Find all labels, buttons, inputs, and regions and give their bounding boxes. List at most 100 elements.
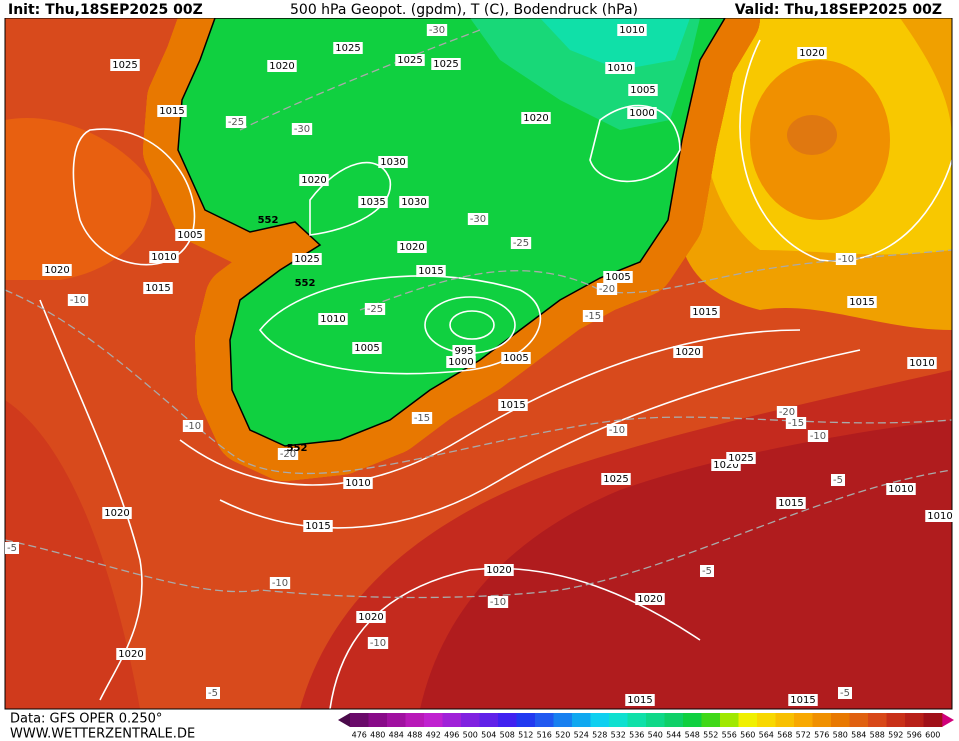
pressure-label-text: 995: [454, 346, 473, 357]
pressure-label-box: [847, 296, 877, 308]
temperature-label-text: -10: [185, 421, 201, 432]
pressure-label-text: 1015: [500, 400, 525, 411]
colorbar-swatch: [738, 713, 758, 727]
pressure-label-box: [42, 264, 72, 276]
cold-core: [540, 18, 690, 70]
pressure-label: 1015: [690, 306, 720, 318]
ridge-core: [787, 115, 837, 155]
temperature-label: -20: [596, 283, 618, 295]
temperature-label: -30: [291, 123, 313, 135]
pressure-label: 1020: [797, 47, 827, 59]
pressure-label-box: [292, 253, 322, 265]
pressure-label-box: [907, 357, 937, 369]
pressure-label: 1035: [358, 196, 388, 208]
pressure-label-text: 1030: [401, 197, 426, 208]
temperature-label-text: -20: [280, 449, 296, 460]
temperature-label-text: -5: [840, 688, 850, 699]
colorbar-label: 520: [555, 731, 570, 740]
colorbar-label: 532: [611, 731, 626, 740]
colorbar-swatch: [757, 713, 776, 727]
temperature-label: -5: [5, 542, 19, 554]
pressure-label: 1010: [617, 24, 647, 36]
pressure-label-text: 1020: [486, 565, 511, 576]
pressure-label: 1005: [628, 84, 658, 96]
colorbar-swatch: [923, 713, 943, 727]
pressure-label-box: [378, 156, 408, 168]
geopotential-label-text: 552: [287, 443, 308, 454]
pressure-label-text: 1025: [335, 43, 360, 54]
pressure-label-text: 1010: [888, 484, 913, 495]
colorbar-swatch: [794, 713, 813, 727]
temperature-label-text: -15: [585, 311, 601, 322]
pressure-label: 1030: [378, 156, 408, 168]
colorbar-label: 548: [685, 731, 700, 740]
pressure-label-text: 1020: [269, 61, 294, 72]
temperature-label: -5: [700, 565, 714, 577]
header-bar: [0, 0, 959, 18]
valid-time: Valid: Thu,18SEP2025 00Z: [735, 2, 942, 18]
temperature-label-text: -10: [810, 431, 826, 442]
colorbar-label: 600: [925, 731, 940, 740]
isobar: [739, 39, 952, 262]
pressure-label-text: 1005: [605, 272, 630, 283]
pressure-label-box: [617, 24, 647, 36]
colorbar-label: 508: [500, 731, 515, 740]
pressure-label-text: 1000: [629, 108, 654, 119]
colorbar-label: 512: [518, 731, 533, 740]
pressure-label-box: [143, 282, 173, 294]
temperature-label-text: -30: [470, 214, 486, 225]
temperature-label: -5: [838, 687, 852, 699]
colorbar-label: 500: [463, 731, 478, 740]
colorbar-swatch: [683, 713, 702, 727]
pressure-label-box: [627, 107, 657, 119]
temperature-label: -25: [364, 303, 386, 315]
cold-area: [5, 118, 152, 280]
colorbar-label: 484: [389, 731, 404, 740]
colorbar-label: 480: [370, 731, 385, 740]
pressure-label-box: [521, 112, 551, 124]
colorbar-swatch: [609, 713, 628, 727]
warm-area: [5, 400, 140, 709]
pressure-label-box: [352, 342, 382, 354]
pressure-label: 1010: [907, 357, 937, 369]
temperature-label-box: [838, 687, 852, 699]
colorbar-label: 568: [777, 731, 792, 740]
colorbar-swatch: [590, 713, 610, 727]
pressure-label-text: 1025: [397, 55, 422, 66]
temperature-label: -10: [606, 424, 628, 436]
pressure-label-text: 1020: [523, 113, 548, 124]
pressure-label: 1020: [42, 264, 72, 276]
pressure-label-box: [149, 251, 179, 263]
geopotential-label: 552: [295, 278, 316, 289]
pressure-label-text: 1020: [44, 265, 69, 276]
colorbar-swatch: [516, 713, 536, 727]
colorbar-label: 580: [833, 731, 848, 740]
pressure-label: 1015: [498, 399, 528, 411]
temperature-label-text: -10: [490, 597, 506, 608]
colorbar-swatch: [424, 713, 443, 727]
pressure-label-text: 1020: [399, 242, 424, 253]
temperature-label-text: -15: [414, 413, 430, 424]
pressure-label: 1015: [625, 694, 655, 706]
pressure-label-box: [797, 47, 827, 59]
map-title: 500 hPa Geopot. (gpdm), T (C), Bodendruc…: [290, 2, 638, 18]
pressure-label-box: [333, 42, 363, 54]
colorbar-label: 556: [722, 731, 737, 740]
pressure-label-text: 1015: [790, 695, 815, 706]
colorbar-label: 516: [537, 731, 552, 740]
pressure-label: 1025: [292, 253, 322, 265]
temperature-label-box: [487, 596, 509, 608]
colorbar-swatch: [479, 713, 499, 727]
pressure-label: 1015: [847, 296, 877, 308]
pressure-label-box: [299, 174, 329, 186]
pressure-label-text: 1025: [728, 453, 753, 464]
pressure-label-text: 1025: [294, 254, 319, 265]
pressure-label: 1005: [603, 271, 633, 283]
colorbar-swatch: [572, 713, 591, 727]
temperature-label-text: -5: [7, 543, 17, 554]
isobar: [179, 329, 801, 486]
pressure-label-text: 1025: [603, 474, 628, 485]
init-time: Init: Thu,18SEP2025 00Z: [8, 2, 203, 18]
colorbar-swatch: [849, 713, 869, 727]
